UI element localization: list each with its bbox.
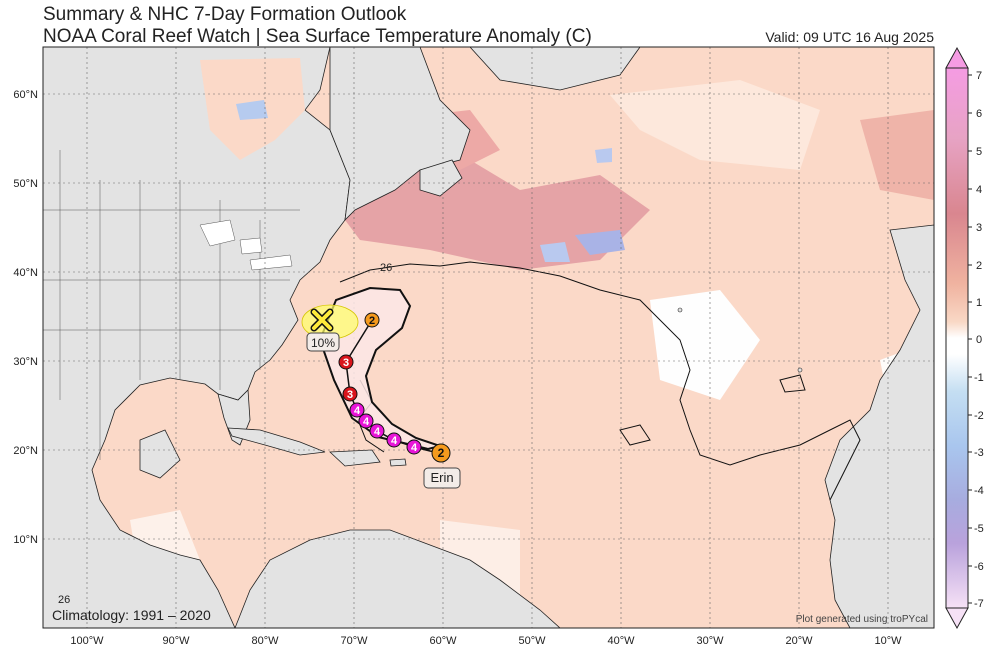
cuba-land (227, 427, 326, 456)
storm-name-box (423, 467, 461, 489)
great-lakes (249, 254, 293, 271)
track-point-category-4 (386, 432, 402, 448)
colorbar-tick: -4 (974, 485, 984, 497)
yucatan-land (139, 429, 181, 479)
track-point-category-2 (364, 312, 380, 328)
lat-label: 60°N (13, 89, 38, 101)
colorbar-tick: 1 (976, 297, 982, 309)
outlook-probability-box (306, 332, 340, 352)
island (797, 367, 803, 373)
colorbar-bottom-arrow (945, 607, 969, 630)
track-point-category-4 (369, 423, 385, 439)
credit-note: Plot generated using troPYcal (796, 614, 928, 625)
colorbar-tick: -6 (974, 561, 984, 573)
isotherm-label: 26 (380, 262, 392, 274)
track-point-label: 3 (343, 357, 349, 369)
lon-label: 100°W (70, 635, 104, 647)
neutral-anomaly-patch (650, 290, 760, 400)
track-point-label: 4 (411, 442, 418, 454)
colorbar-tick: 0 (976, 334, 982, 346)
climatology-note: Climatology: 1991 – 2020 (52, 607, 211, 623)
map-area (43, 47, 934, 628)
isotherm-26c (619, 424, 651, 446)
labrador-land (329, 47, 471, 222)
lon-label: 90°W (162, 635, 190, 647)
track-point-label: 3 (347, 389, 353, 401)
great-lakes (199, 219, 236, 247)
island (677, 307, 683, 313)
track-point-category-4 (358, 413, 374, 429)
colorbar-tick: -2 (974, 410, 984, 422)
newfoundland-land (419, 159, 463, 197)
track-point-label: 4 (391, 435, 398, 447)
cool-anomaly-patch (540, 242, 570, 262)
lon-label: 50°W (518, 635, 546, 647)
colorbar-tick: -1 (974, 372, 984, 384)
storm-track-points: 2 4 4 4 4 4 3 3 2 (338, 312, 451, 463)
colorbar-tick: 6 (976, 108, 982, 120)
lon-label: 10°W (874, 635, 902, 647)
track-point-category-3 (342, 386, 358, 402)
warm-anomaly-patch (330, 150, 650, 270)
cool-anomaly-patch (236, 100, 268, 120)
colorbar-tick: 4 (976, 184, 982, 196)
track-point-label: 4 (363, 416, 370, 428)
lon-label: 80°W (251, 635, 279, 647)
colorbar-scale (945, 67, 969, 609)
storm-name: Erin (430, 470, 453, 485)
colorbar-tick: 7 (976, 70, 982, 82)
hispaniola-land (329, 449, 381, 467)
outlook-x-icon (310, 308, 334, 332)
map-frame (42, 46, 935, 629)
track-point-label: 4 (374, 426, 381, 438)
lon-label: 70°W (340, 635, 368, 647)
lon-label: 30°W (696, 635, 724, 647)
cool-anomaly-patch (595, 148, 612, 163)
track-point-category-4 (406, 439, 422, 455)
lat-label: 40°N (13, 267, 38, 279)
neutral-anomaly-patch (610, 80, 820, 170)
colorbar-tick: -3 (974, 447, 984, 459)
lat-label: 50°N (13, 178, 38, 190)
south-america-land (234, 529, 561, 628)
track-point-category-4 (349, 402, 365, 418)
colorbar-tick: -5 (974, 523, 984, 535)
colorbar-tick: 5 (976, 146, 982, 158)
valid-time: Valid: 09 UTC 16 Aug 2025 (765, 29, 934, 45)
lat-label: 10°N (13, 534, 38, 546)
latitude-labels: 60°N 50°N 40°N 30°N 20°N 10°N (13, 89, 38, 546)
isotherm-label: 26 (58, 594, 70, 606)
warm-anomaly-patch (860, 110, 934, 200)
colorbar-tick: 3 (976, 222, 982, 234)
graticule (43, 47, 934, 628)
isotherm-26c (339, 261, 861, 501)
colorbar-tick: -7 (974, 598, 984, 610)
track-point-label: 2 (369, 315, 375, 327)
lon-label: 60°W (429, 635, 457, 647)
lon-label: 40°W (607, 635, 635, 647)
cool-anomaly-patch (575, 230, 625, 255)
isotherm-26c (779, 374, 806, 393)
track-point-label: 2 (438, 446, 445, 460)
lat-label: 20°N (13, 445, 38, 457)
greenland-land (469, 47, 641, 91)
longitude-labels: 100°W 90°W 80°W 70°W 60°W 50°W 40°W 30°W… (70, 635, 902, 647)
great-lakes (239, 237, 263, 255)
map-subtitle: NOAA Coral Reef Watch | Sea Surface Temp… (43, 26, 592, 47)
europe-africa-land (824, 224, 934, 628)
track-point-category-2 (431, 443, 451, 463)
colorbar-tick: 2 (976, 260, 982, 272)
track-point-category-3 (338, 354, 354, 370)
puerto-rico-land (389, 458, 407, 467)
colorbar-top-arrow (945, 46, 969, 69)
outlook-probability: 10% (311, 336, 335, 350)
colorbar: 7 6 5 4 3 2 1 0 -1 -2 -3 -4 -5 -6 -7 (945, 46, 984, 630)
track-point-label: 4 (354, 405, 361, 417)
lat-label: 30°N (13, 356, 38, 368)
lon-label: 20°W (785, 635, 813, 647)
map-title: Summary & NHC 7-Day Formation Outlook (43, 4, 407, 25)
